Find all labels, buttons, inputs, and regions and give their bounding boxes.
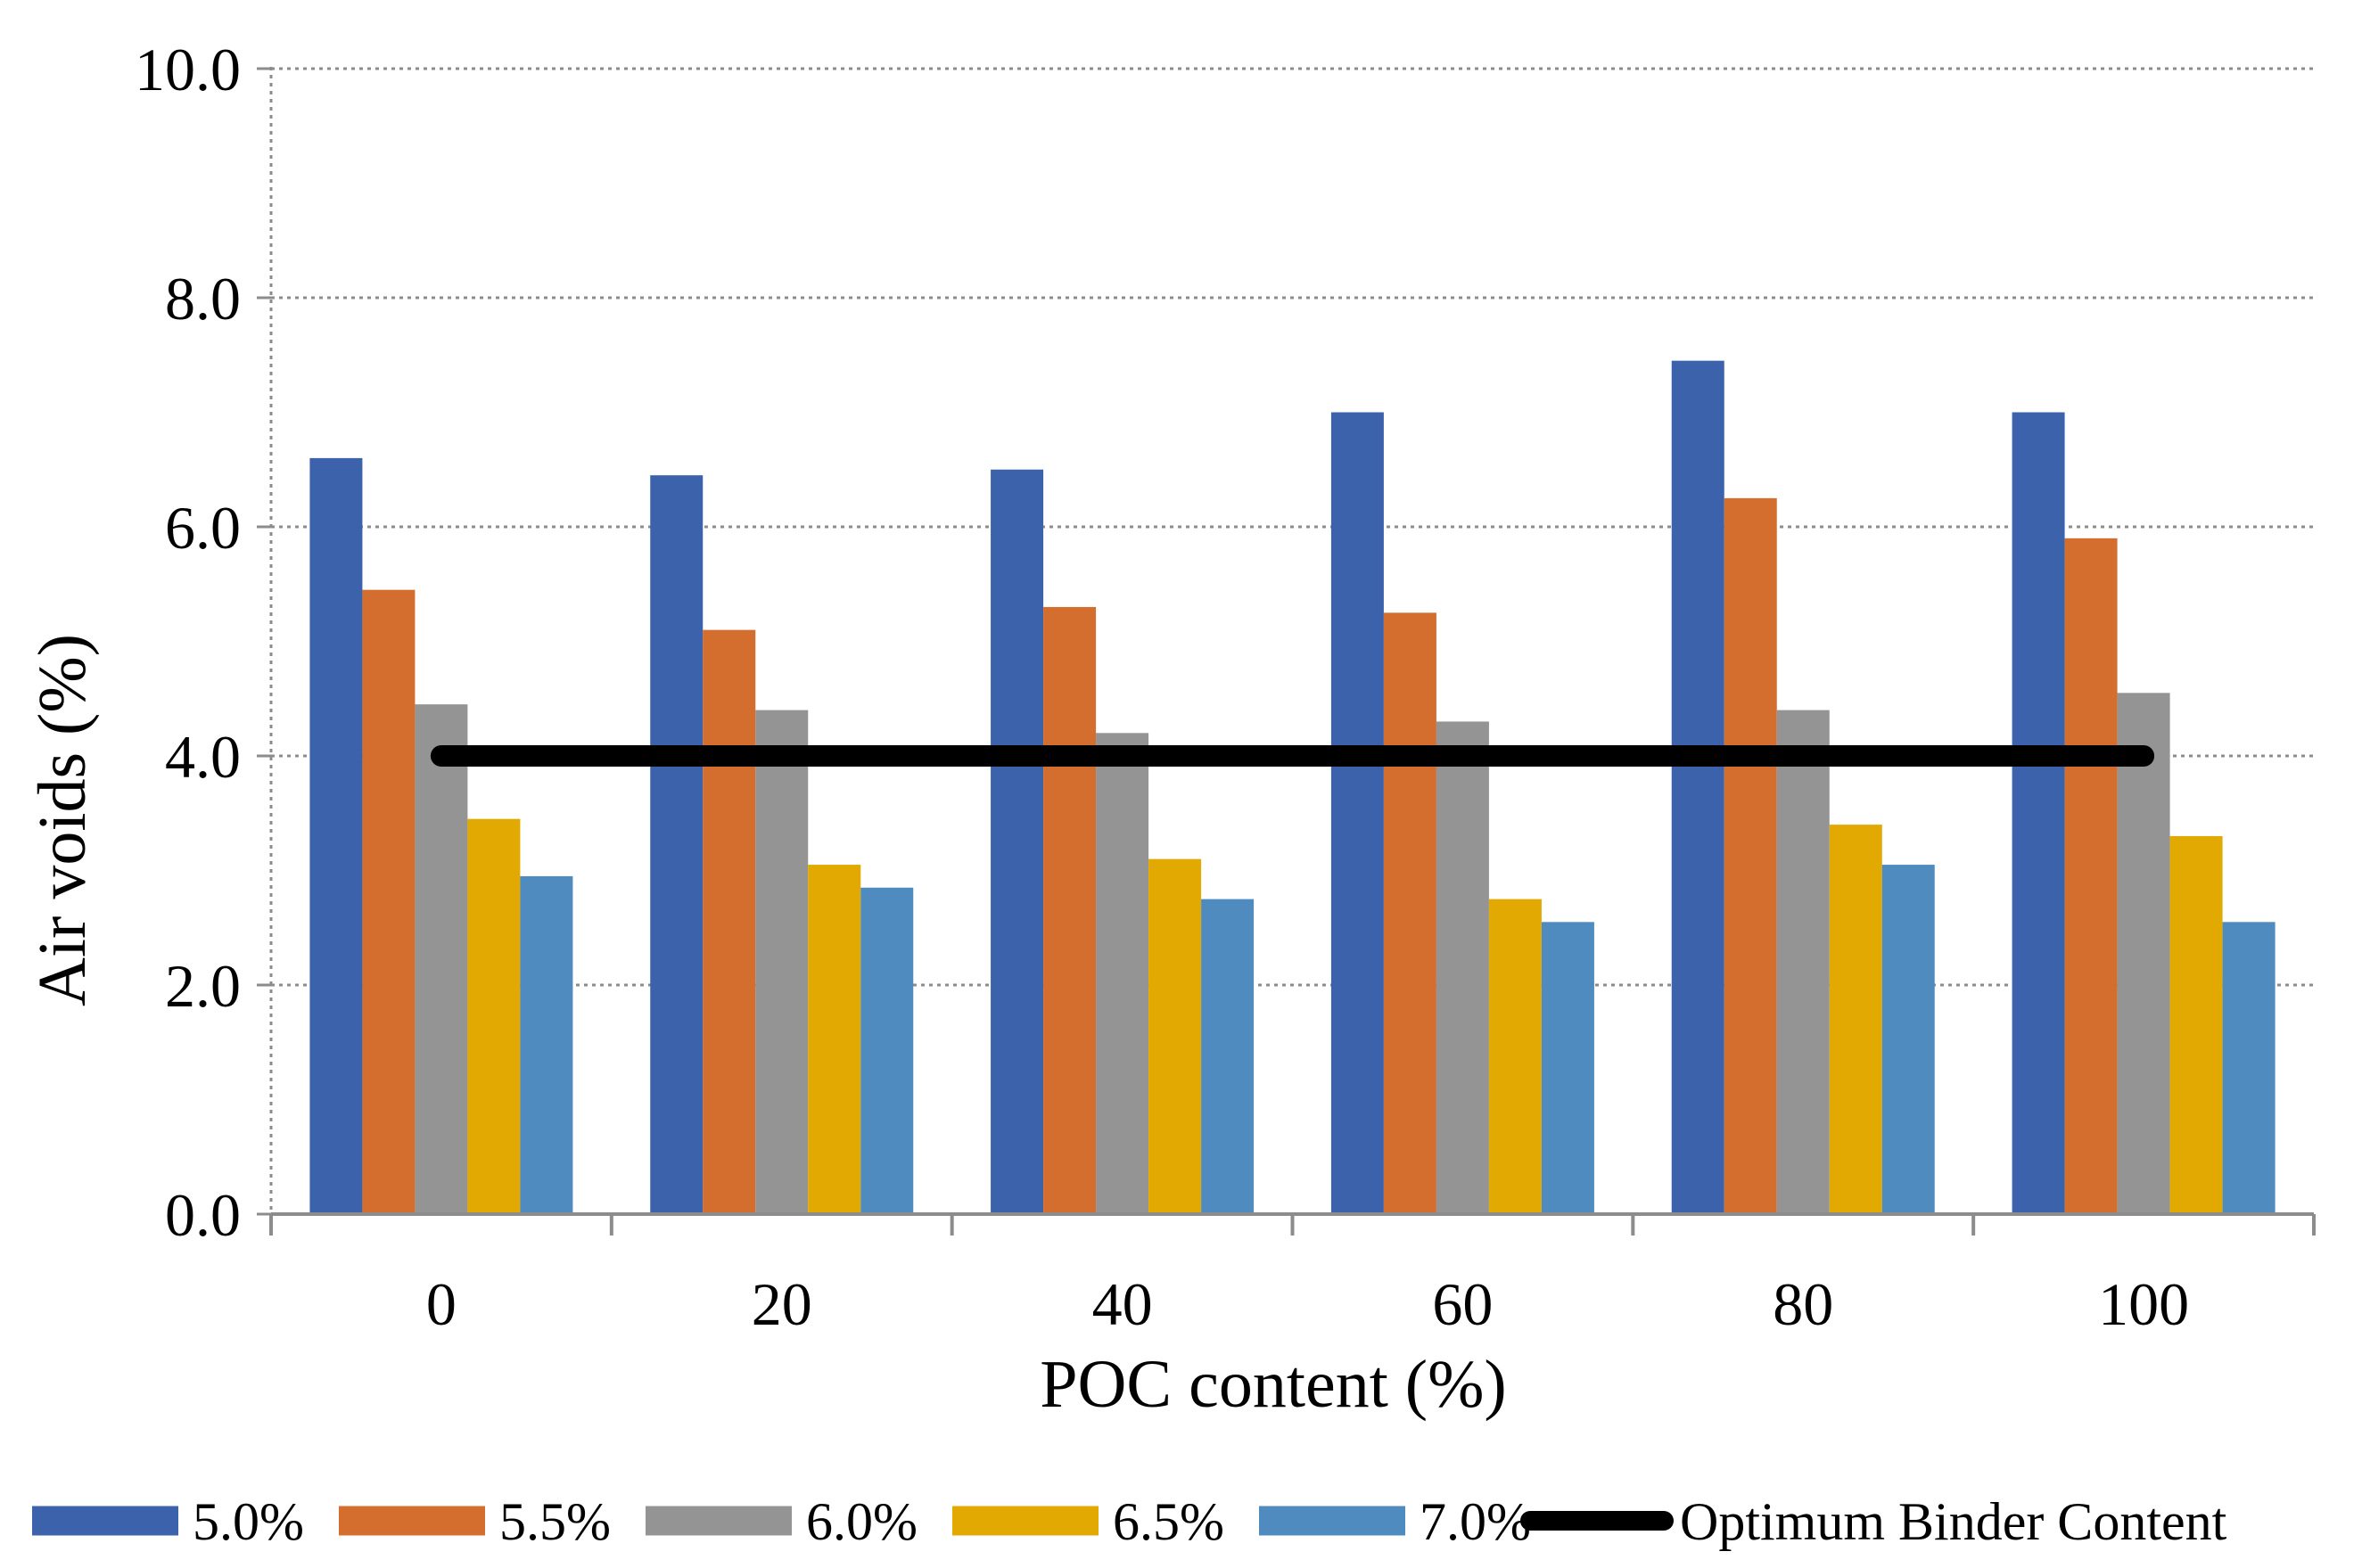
bar [1829,825,1882,1214]
bar [1541,922,1594,1214]
bar [1671,360,1724,1214]
bar [1201,899,1255,1214]
bar [467,818,521,1214]
bar [2222,922,2276,1214]
bar [1096,733,1149,1214]
bar [2169,835,2223,1214]
bar [650,475,704,1214]
legend-label: 7.0% [1420,1492,1531,1551]
bar [415,704,468,1214]
legend-label: 6.5% [1113,1492,1224,1551]
x-tick-label: 100 [2098,1270,2189,1338]
bar [2012,412,2065,1214]
legend-swatch [952,1506,1099,1536]
legend-swatch [646,1506,792,1536]
x-tick-label: 40 [1092,1270,1153,1338]
y-tick-label: 0.0 [165,1181,241,1249]
y-tick-label: 4.0 [165,723,241,791]
bar [1043,606,1097,1214]
x-tick-label: 0 [426,1270,457,1338]
bar [309,457,363,1214]
bar [991,469,1044,1214]
bar [755,710,809,1214]
bar [2064,538,2118,1214]
y-tick-label: 2.0 [165,952,241,1020]
x-tick-labels: 0 20 40 60 80 100 [426,1270,2189,1338]
x-axis-title: POC content (%) [1040,1347,1506,1422]
bar [808,865,861,1214]
legend-swatch [339,1506,485,1536]
y-tick-label: 8.0 [165,265,241,332]
bar [1724,497,1777,1214]
legend-swatch [1259,1506,1405,1536]
legend-label: 5.0% [193,1492,304,1551]
bar [520,875,573,1214]
bar [703,629,756,1214]
bar [1436,721,1489,1214]
y-tick-label: 10.0 [135,36,241,103]
legend: 5.0% 5.5% 6.0% 6.5% 7.0% Optimum Binder Conte… [32,1492,2227,1551]
legend-swatch [32,1506,178,1536]
x-tick-label: 60 [1432,1270,1493,1338]
axes [257,67,2316,1236]
bar [860,887,914,1214]
bar [362,589,416,1214]
bar [1776,710,1830,1214]
bar [1330,412,1384,1214]
y-tick-labels: 0.0 2.0 4.0 6.0 8.0 10.0 [135,36,241,1249]
legend-label: Optimum Binder Content [1680,1492,2227,1551]
y-tick-label: 6.0 [165,494,241,562]
bar [1881,865,1935,1214]
x-tick-label: 20 [752,1270,812,1338]
bar [1148,858,1202,1214]
legend-label: 6.0% [806,1492,918,1551]
bar [1488,899,1542,1214]
bar [2117,693,2170,1214]
legend-label: 5.5% [499,1492,611,1551]
bars [309,360,2276,1214]
x-tick-label: 80 [1773,1270,1833,1338]
bar [1383,612,1436,1214]
gridlines [271,67,2314,987]
y-axis-title: Air voids (%) [25,634,100,1006]
